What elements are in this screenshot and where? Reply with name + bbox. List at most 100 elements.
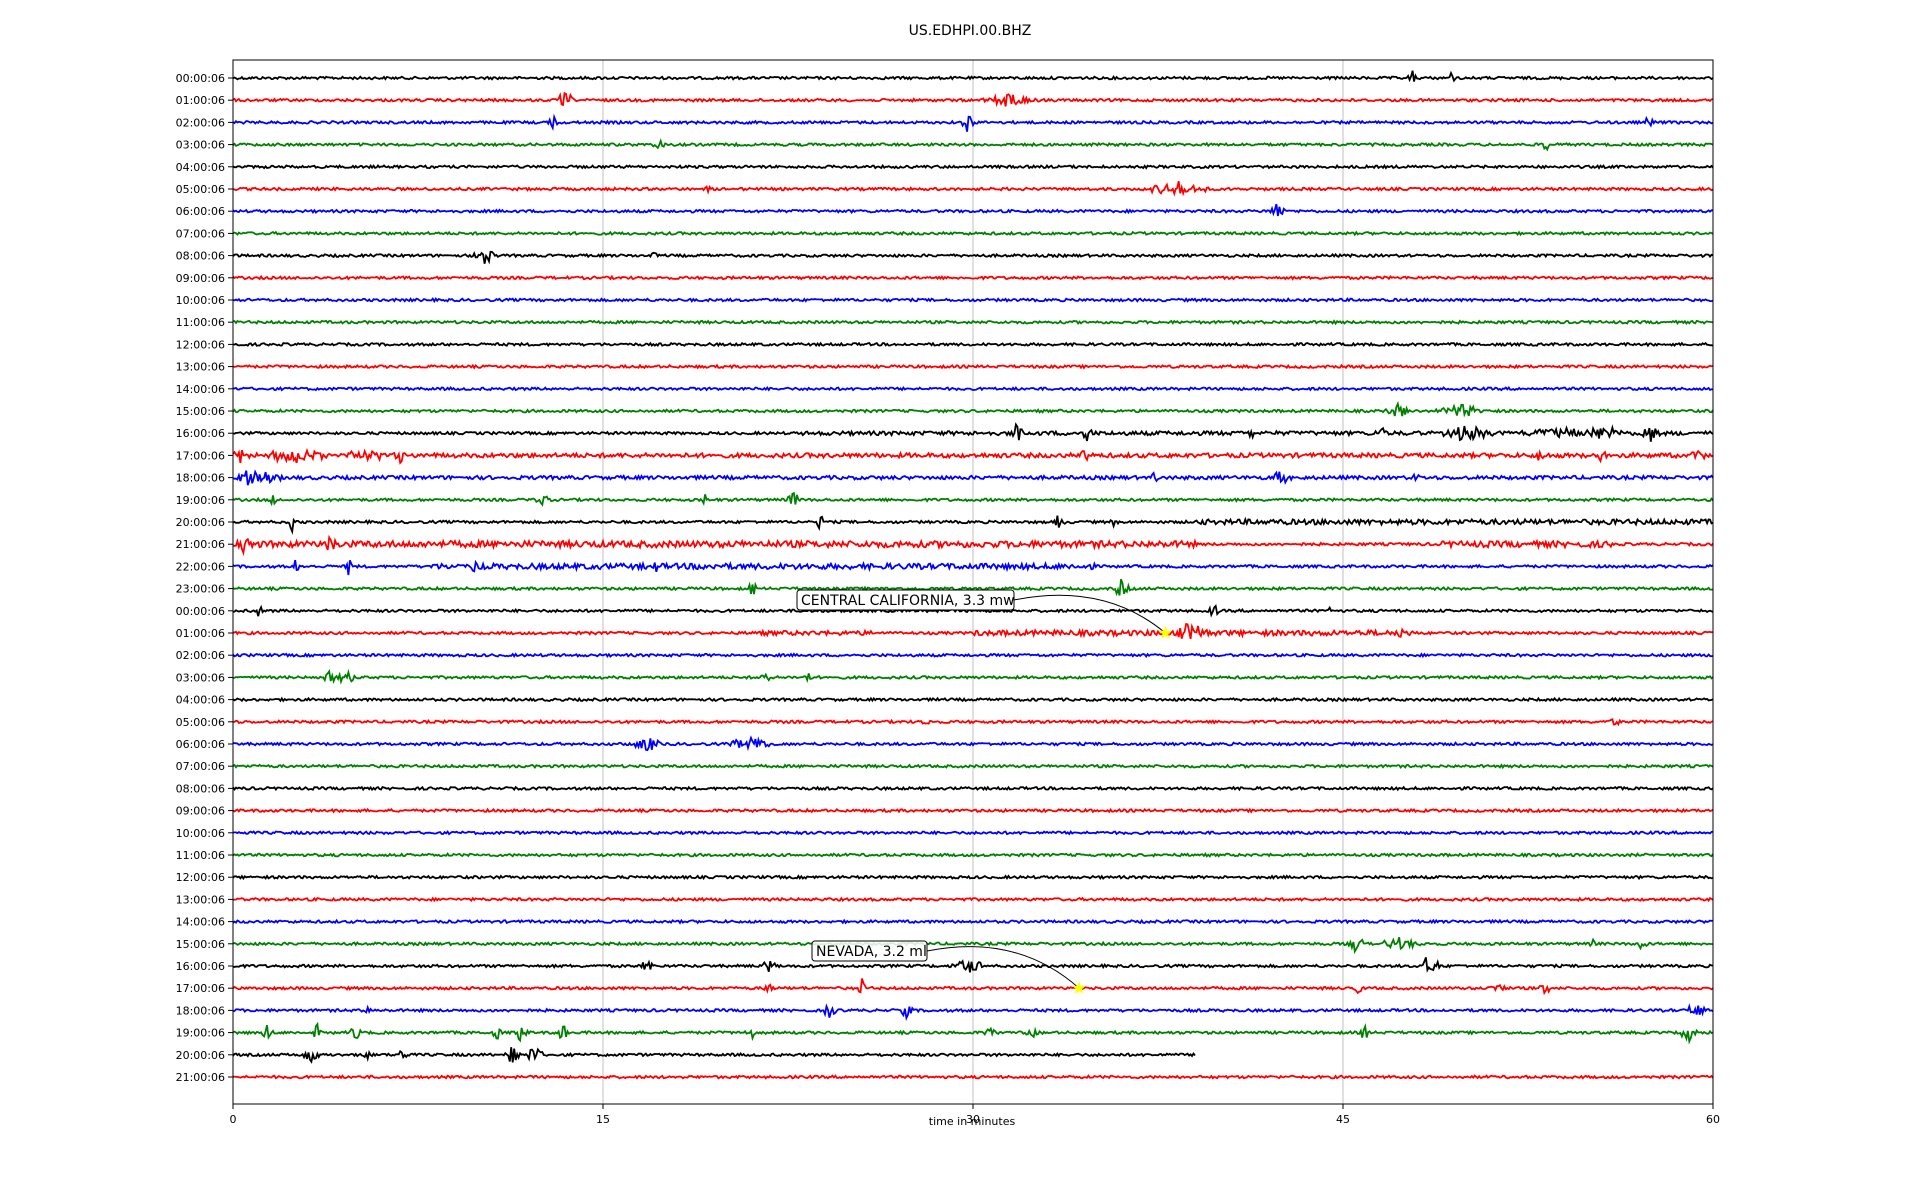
y-tick-label: 00:00:06 <box>176 605 225 618</box>
y-tick-label: 21:00:06 <box>176 538 225 551</box>
trace-line <box>232 957 1713 973</box>
y-tick-label: 04:00:06 <box>176 694 225 707</box>
y-tick-label: 16:00:06 <box>176 960 225 973</box>
y-tick-label: 08:00:06 <box>176 250 225 263</box>
trace-line <box>232 578 1714 597</box>
event-star-marker <box>1072 981 1086 994</box>
trace-line <box>232 978 1714 996</box>
trace-line <box>232 874 1714 881</box>
trace-line <box>232 341 1714 348</box>
trace-line <box>232 447 1714 465</box>
trace-line <box>232 785 1714 792</box>
y-tick-label: 00:00:06 <box>176 72 225 85</box>
trace-line <box>232 763 1714 770</box>
y-tick-label: 19:00:06 <box>176 1027 225 1040</box>
trace-line <box>232 852 1714 858</box>
x-tick-label: 45 <box>1336 1113 1350 1126</box>
trace-line <box>232 363 1714 370</box>
y-tick-label: 12:00:06 <box>176 338 225 351</box>
y-tick-label: 17:00:06 <box>176 982 225 995</box>
y-tick-label: 06:00:06 <box>176 738 225 751</box>
trace-line <box>232 203 1713 217</box>
event-star-marker <box>1158 626 1173 639</box>
event-connector <box>926 946 1080 989</box>
y-tick-label: 10:00:06 <box>176 827 225 840</box>
trace-line <box>232 230 1714 237</box>
x-tick-label: 60 <box>1706 1113 1720 1126</box>
trace-line <box>232 138 1714 152</box>
grid-layer <box>602 60 1344 1104</box>
trace-line <box>232 163 1714 170</box>
y-tick-label: 20:00:06 <box>176 1049 225 1062</box>
y-tick-label: 20:00:06 <box>176 516 225 529</box>
y-tick-label: 09:00:06 <box>176 272 225 285</box>
y-tick-label: 04:00:06 <box>176 161 225 174</box>
y-tick-label: 12:00:06 <box>176 871 225 884</box>
trace-line <box>232 1021 1714 1045</box>
trace-line <box>232 936 1714 955</box>
trace-line <box>232 385 1714 392</box>
trace-line <box>232 1047 1196 1064</box>
trace-line <box>232 622 1714 640</box>
trace-line <box>232 181 1714 197</box>
y-tick-label: 18:00:06 <box>176 1004 225 1017</box>
trace-line <box>232 829 1714 836</box>
trace-line <box>232 668 1714 685</box>
trace-line <box>232 559 1714 576</box>
y-tick-label: 15:00:06 <box>176 405 225 418</box>
trace-line <box>232 696 1714 703</box>
trace-line <box>232 652 1714 659</box>
y-tick-label: 08:00:06 <box>176 782 225 795</box>
trace-line <box>232 469 1714 486</box>
trace-line <box>232 918 1714 925</box>
y-tick-label: 11:00:06 <box>176 849 225 862</box>
trace-line <box>232 274 1714 281</box>
y-tick-label: 01:00:06 <box>176 94 225 107</box>
trace-line <box>232 91 1714 108</box>
trace-line <box>232 534 1714 557</box>
y-tick-label: 03:00:06 <box>176 671 225 684</box>
trace-line <box>232 250 1714 265</box>
y-tick-label: 03:00:06 <box>176 139 225 152</box>
y-tick-label: 10:00:06 <box>176 294 225 307</box>
y-tick-label: 22:00:06 <box>176 560 225 573</box>
trace-line <box>232 515 1714 535</box>
y-tick-label: 16:00:06 <box>176 427 225 440</box>
trace-line <box>232 113 1714 132</box>
trace-line <box>232 1074 1714 1080</box>
trace-line <box>232 807 1714 814</box>
annotation-layer: CENTRAL CALIFORNIA, 3.3 mw NEVADA, 3.2 ml <box>796 589 1173 994</box>
trace-line <box>232 1003 1714 1022</box>
trace-line <box>232 296 1714 304</box>
y-tick-label: 17:00:06 <box>176 449 225 462</box>
event-label-box <box>796 589 1015 611</box>
y-tick-label: 01:00:06 <box>176 627 225 640</box>
y-tick-label: 14:00:06 <box>176 916 225 929</box>
event-connector <box>1013 594 1166 634</box>
y-tick-label: 18:00:06 <box>176 472 225 485</box>
y-tick-label: 07:00:06 <box>176 760 225 773</box>
axes-layer: 0 15 30 45 60 00:00:06 01:00:06 02:00:06 03:00:0… <box>176 59 1720 1126</box>
y-tick-label: 23:00:06 <box>176 583 225 596</box>
y-tick-label: 09:00:06 <box>176 805 225 818</box>
y-tick-label: 05:00:06 <box>176 183 225 196</box>
trace-line <box>232 400 1714 418</box>
y-tick-label: 13:00:06 <box>176 893 225 906</box>
y-tick-label: 19:00:06 <box>176 494 225 507</box>
trace-line <box>232 422 1714 442</box>
x-axis-label: time in minutes <box>929 1115 1016 1128</box>
trace-line <box>232 718 1714 727</box>
trace-layer <box>232 70 1714 1080</box>
trace-line <box>232 896 1714 903</box>
trace-line <box>232 735 1714 752</box>
y-tick-label: 05:00:06 <box>176 716 225 729</box>
event-label-box <box>811 940 928 962</box>
y-tick-label: 11:00:06 <box>176 316 225 329</box>
x-tick-label: 30 <box>966 1113 980 1126</box>
y-tick-label: 02:00:06 <box>176 116 225 129</box>
trace-line <box>232 70 1714 83</box>
y-tick-label: 14:00:06 <box>176 383 225 396</box>
y-tick-label: 06:00:06 <box>176 205 225 218</box>
x-tick-label: 0 <box>230 1113 237 1126</box>
